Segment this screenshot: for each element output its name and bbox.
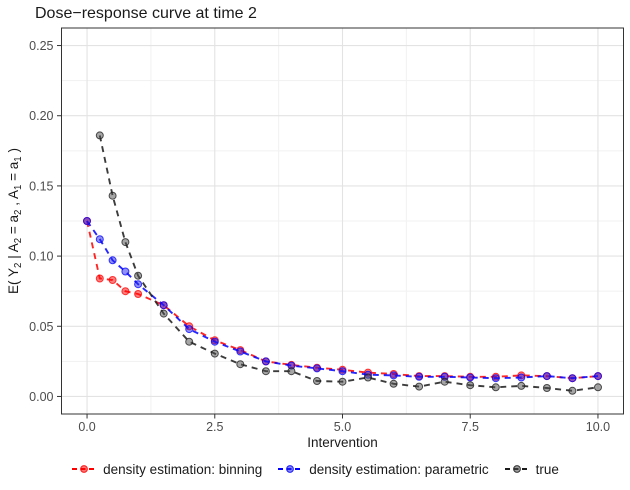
series-line-2 — [98, 135, 599, 392]
y-axis-title-text: ) — [6, 148, 22, 157]
data-point — [108, 276, 117, 284]
chart-legend: density estimation: binning density estim… — [0, 453, 630, 485]
data-point — [159, 301, 168, 310]
data-point — [287, 367, 296, 376]
x-tick-label: 2.5 — [206, 420, 223, 434]
legend-key-point — [286, 465, 295, 473]
legend-key-point — [80, 465, 89, 473]
y-axis-title-text: , A — [6, 190, 22, 210]
data-point — [95, 131, 104, 140]
data-point — [83, 217, 91, 225]
data-point — [466, 373, 475, 382]
x-tick-label: 10.0 — [586, 420, 610, 434]
legend-label: density estimation: binning — [103, 461, 263, 477]
x-tick-label: 5.0 — [334, 420, 351, 434]
data-point — [594, 383, 602, 392]
dose-response-chart: 0.00 0.05 0.10 0.15 0.20 0.25 0.0 2.5 5.0 7.5 10.0… — [29, 27, 624, 450]
x-axis-title: Intervention — [307, 435, 378, 450]
y-tick-label: 0.25 — [29, 39, 53, 53]
data-point — [389, 379, 398, 388]
data-point — [185, 325, 194, 334]
data-point — [364, 373, 372, 382]
data-point — [121, 267, 130, 276]
legend-key-point — [512, 465, 521, 473]
data-point — [415, 372, 424, 381]
y-tick-label: 0.00 — [29, 390, 53, 404]
data-point — [568, 374, 577, 383]
legend-key-icon — [504, 465, 529, 473]
y-tick-label: 0.20 — [29, 109, 53, 123]
y-axis-title: E( Y2 | A2 = a2 , A1 = a1 ) — [6, 148, 24, 294]
data-point — [542, 384, 551, 392]
data-point — [542, 372, 551, 381]
data-point — [236, 347, 245, 356]
data-point — [108, 256, 117, 265]
data-point — [210, 349, 219, 358]
data-point — [440, 377, 449, 386]
data-point — [210, 337, 219, 346]
legend-label: density estimation: parametric — [309, 461, 489, 477]
legend-key-icon — [72, 465, 97, 473]
data-point — [95, 274, 104, 283]
y-tick-label: 0.10 — [29, 250, 53, 264]
data-point — [261, 367, 270, 376]
data-point — [338, 367, 347, 376]
data-point — [313, 377, 321, 385]
data-point — [491, 383, 500, 392]
chart-title: Dose−response curve at time 2 — [35, 5, 257, 22]
data-point — [185, 337, 194, 346]
y-axis-title-text: | A — [6, 243, 22, 263]
y-axis-title-text: = a — [6, 214, 22, 238]
data-point — [338, 377, 347, 386]
data-point — [236, 360, 245, 369]
legend-item: density estimation: binning — [71, 461, 262, 477]
data-point — [313, 364, 321, 373]
data-point — [517, 381, 526, 390]
y-axis-title-text: E( Y — [6, 267, 22, 294]
data-point — [466, 381, 475, 390]
data-point — [134, 271, 143, 280]
y-axis-title-subscript: 2 — [12, 209, 24, 215]
data-point — [95, 235, 104, 244]
y-axis-title-subscript: 1 — [12, 184, 24, 191]
legend-item: density estimation: parametric — [277, 461, 489, 477]
data-point — [108, 191, 117, 200]
y-axis-title-subscript: 2 — [12, 262, 24, 268]
data-point — [121, 238, 130, 247]
data-point — [568, 386, 577, 395]
data-point — [517, 373, 526, 382]
legend-item: true — [504, 461, 559, 477]
data-point — [389, 371, 398, 380]
y-tick-label: 0.05 — [29, 320, 53, 334]
data-point — [415, 382, 424, 391]
data-point — [134, 280, 143, 289]
data-point — [594, 372, 602, 381]
y-tick-label: 0.15 — [29, 179, 53, 193]
x-tick-label: 0.0 — [78, 420, 95, 434]
y-axis-title-text: = a — [6, 161, 22, 185]
data-point — [261, 357, 270, 366]
y-axis-title-subscript: 1 — [12, 156, 24, 162]
data-point — [121, 287, 130, 296]
x-tick-label: 7.5 — [462, 420, 479, 434]
legend-key-icon — [278, 465, 303, 473]
data-point — [134, 290, 143, 298]
y-axis-title-subscript: 2 — [12, 237, 24, 244]
data-point — [491, 374, 500, 383]
data-point — [159, 309, 168, 318]
legend-label: true — [535, 461, 559, 477]
